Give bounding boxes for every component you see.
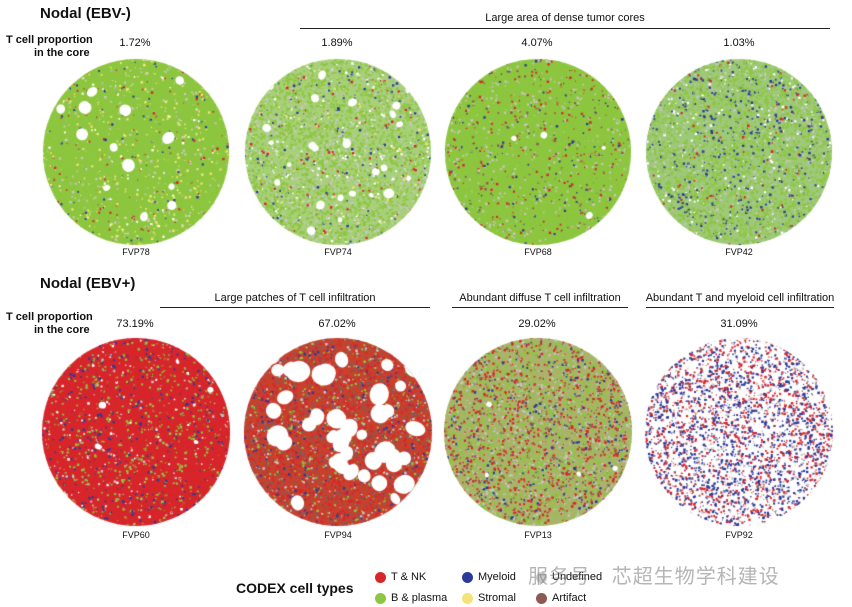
sample-id-fvp42: FVP42 [725,247,753,257]
group-rule [646,307,834,308]
tissue-core-fvp60 [38,336,234,528]
sample-id-fvp78: FVP78 [122,247,150,257]
legend-label: Artifact [552,592,587,604]
group-rule [160,307,430,308]
sample-id-fvp74: FVP74 [324,247,352,257]
group-label-diffuse: Abundant diffuse T cell infiltration [459,292,621,304]
legend-swatch [462,592,473,604]
legend-label: B & plasma [391,592,448,604]
watermark: 服务号 · 芯超生物学科建设 [528,566,780,588]
row-label-line2: in the core [34,324,90,336]
legend-item-b-plasma: B & plasma [375,592,447,604]
legend-item-artifact: Artifact [536,592,586,604]
legend-label: Stromal [478,592,516,604]
legend-swatch [375,592,386,604]
row-label-line1: T cell proportion [6,34,93,46]
tissue-core-fvp78 [38,57,234,247]
legend-item-undefined: Undefined [536,571,602,583]
legend-item-stromal: Stromal [462,592,516,604]
core-pct-fvp94: 67.02% [318,318,356,330]
legend-item-myeloid: Myeloid [462,571,516,583]
panel-ebv-neg-title: Nodal (EBV-) [40,5,131,22]
group-label-myeloid: Abundant T and myeloid cell infiltration [645,292,835,304]
panel-ebv-pos-title: Nodal (EBV+) [40,275,136,292]
group-label-dense-tumor: Large area of dense tumor cores [485,12,645,24]
core-pct-fvp92: 31.09% [720,318,758,330]
core-pct-fvp78: 1.72% [119,37,151,49]
core-pct-fvp42: 1.03% [723,37,755,49]
sample-id-fvp60: FVP60 [122,530,150,540]
legend-swatch [536,592,547,604]
legend-swatch [462,571,473,583]
core-pct-fvp68: 4.07% [521,37,553,49]
group-rule [452,307,628,308]
group-rule [300,28,830,29]
tissue-core-fvp42 [641,57,837,247]
tissue-core-fvp92 [641,336,837,528]
legend-title: CODEX cell types [236,580,354,596]
group-label-patches: Large patches of T cell infiltration [214,292,376,304]
tissue-core-fvp94 [240,336,436,528]
tissue-core-fvp74 [240,57,436,247]
core-pct-fvp74: 1.89% [321,37,353,49]
legend-label: Myeloid [478,571,516,583]
legend-swatch [375,571,386,583]
core-pct-fvp60: 73.19% [116,318,154,330]
row-label: T cell proportion in the core [6,34,93,60]
sample-id-fvp94: FVP94 [324,530,352,540]
row-label-line1: T cell proportion [6,311,93,323]
sample-id-fvp68: FVP68 [524,247,552,257]
legend-label: Undefined [552,571,603,583]
row-label-line2: in the core [34,47,90,59]
sample-id-fvp92: FVP92 [725,530,753,540]
tissue-core-fvp13 [440,336,636,528]
sample-id-fvp13: FVP13 [524,530,552,540]
row-label: T cell proportion in the core [6,311,93,337]
legend-label: T & NK [391,571,427,583]
legend-swatch [536,571,547,583]
legend-item-t-nk: T & NK [375,571,426,583]
tissue-core-fvp68 [440,57,636,247]
core-pct-fvp13: 29.02% [518,318,556,330]
